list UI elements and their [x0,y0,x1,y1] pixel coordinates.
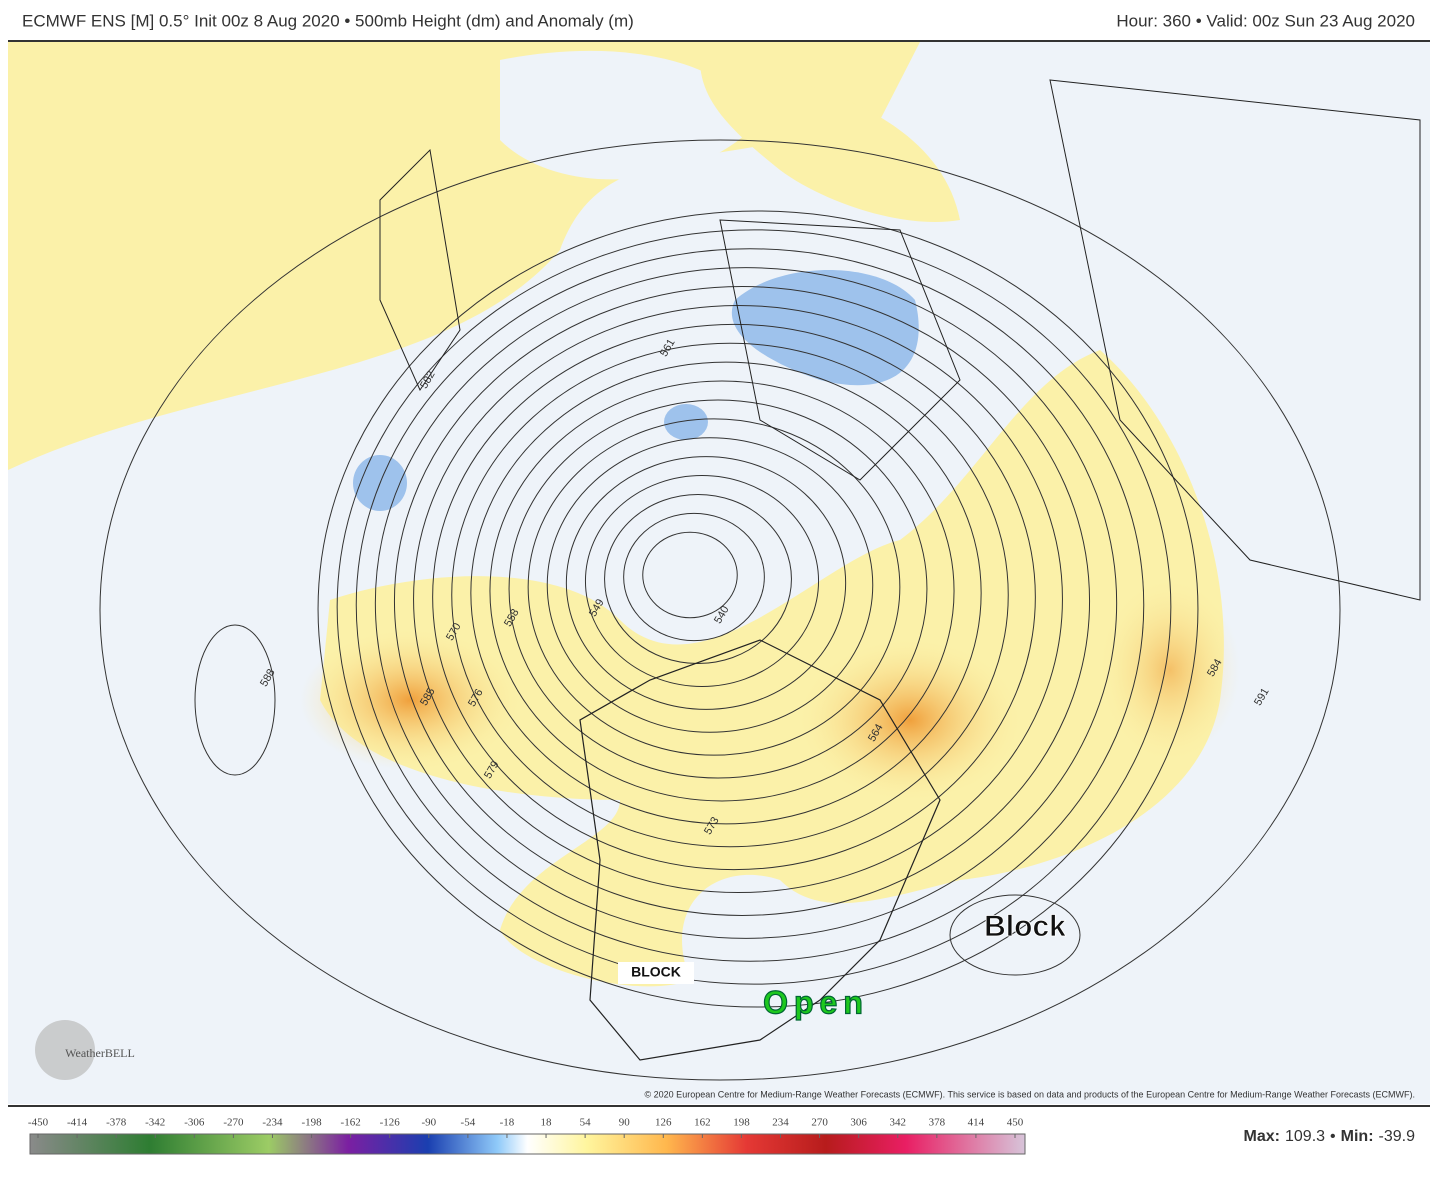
colorbar-tick-label: -162 [341,1117,361,1129]
height-contour [604,493,792,665]
height-contour [489,380,955,802]
height-contour [317,210,1199,1008]
coastline [379,79,1421,601]
height-contour [470,361,982,825]
annotation-box [618,962,694,984]
height-contour [432,323,1036,871]
colorbar-tick-label: 126 [655,1117,672,1129]
logo-text: WeatherBELL [65,1046,135,1060]
height-contour [194,624,276,776]
coastline [579,639,941,1061]
anomaly-positive [320,350,1224,987]
colorbar-tick-label: 450 [1007,1117,1024,1129]
colorbar-ticks: -450 -414 -378 -342 -306 -270 -234 -198 -162 -126… [28,1117,1024,1138]
height-contour [393,286,1091,916]
stats-part: • [1330,1128,1336,1145]
colorbar-tick-label: 306 [850,1117,867,1129]
colorbar-tick-label: 270 [811,1117,828,1129]
anomaly-negative [731,270,919,386]
colorbar-tick-label: 18 [541,1117,553,1129]
colorbar-tick-label: 162 [694,1117,711,1129]
anomaly-positive [700,60,960,222]
height-contour [451,342,1009,848]
colorbar-tick-label: -18 [500,1117,515,1129]
stats-part: 109.3 [1285,1128,1325,1145]
anomaly-negative [664,404,708,440]
height-contour [949,894,1081,976]
stats: Max: 109.3 • Min: -39.9 [1244,1128,1416,1145]
height-contour [336,229,1172,985]
annotation-block: Block [984,910,1066,943]
height-contour [546,437,874,733]
anomaly-neutral [500,50,760,180]
colorbar-tick-label: -378 [106,1117,127,1129]
stats-part: Max: [1244,1128,1280,1145]
colorbar-tick-label: -450 [28,1117,49,1129]
colorbar-tick-label: 90 [619,1117,631,1129]
height-contour [642,531,738,619]
header-left: ECMWF ENS [M] 0.5° Init 00z 8 Aug 2020 •… [22,11,634,30]
colorbar-tick-label: -90 [421,1117,436,1129]
colorbar-tick-label: 54 [580,1117,592,1129]
anomaly-strong [1100,580,1240,760]
header-right: Hour: 360 • Valid: 00z Sun 23 Aug 2020 [1116,11,1415,30]
colorbar-tick-label: -342 [145,1117,165,1129]
height-contour [623,512,765,642]
colorbar-tick-label: -234 [262,1117,283,1129]
stats-part: -39.9 [1379,1128,1416,1145]
map [8,42,1430,1104]
colorbar-tick-label: 378 [929,1117,946,1129]
colorbar-tick-label: -198 [301,1117,322,1129]
height-contour [374,267,1118,939]
height-contour [527,418,901,756]
annotation-open: Open [763,984,869,1020]
colorbar-tick-label: -54 [461,1117,476,1129]
colorbar [29,1133,1026,1155]
height-contour [99,139,1341,1081]
colorbar-tick-label: 234 [772,1117,789,1129]
height-contour [355,248,1145,962]
height-contours [99,139,1341,1081]
colorbar-tick-label: -306 [184,1117,205,1129]
copyright: © 2020 European Centre for Medium-Range … [645,1089,1415,1099]
anomaly-strong [300,630,520,770]
height-contour [413,304,1063,894]
annotation-block-small: BLOCK [631,964,681,980]
colorbar-tick-label: -126 [380,1117,401,1129]
stats-part: Min: [1341,1128,1374,1145]
height-contour [565,456,847,710]
anomaly-strong [800,640,1020,800]
colorbar-tick-label: 342 [890,1117,907,1129]
colorbar-tick-label: -270 [223,1117,244,1129]
height-contour [584,475,820,687]
height-contour [508,399,928,779]
colorbar-tick-label: -414 [67,1117,88,1129]
logo-icon [35,1020,95,1080]
colorbar-tick-label: 198 [733,1117,750,1129]
colorbar-tick-label: 414 [968,1117,985,1129]
